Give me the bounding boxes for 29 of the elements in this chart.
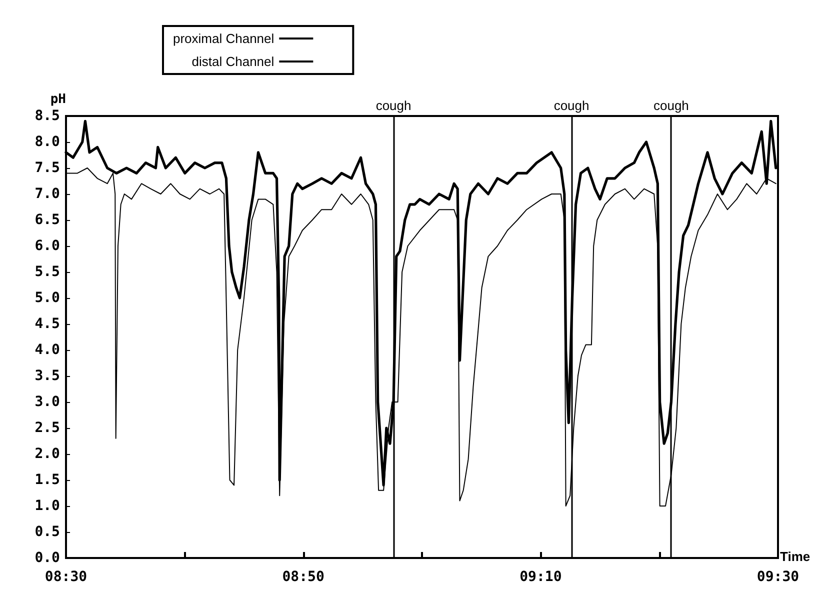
ref-line-label: cough	[554, 98, 590, 113]
y-tick-label: 1.5	[34, 472, 60, 488]
ref-line-label: cough	[653, 98, 689, 113]
x-tick-label: 09:10	[520, 569, 562, 585]
y-tick-label: 2.5	[34, 420, 60, 436]
y-tick-label: 2.0	[34, 446, 60, 462]
y-tick-label: 7.5	[34, 160, 60, 176]
x-axis-title: Time	[780, 549, 810, 564]
y-tick-label: 3.0	[34, 394, 60, 410]
y-tick-label: 7.0	[34, 186, 60, 202]
y-tick-label: 5.5	[34, 264, 60, 280]
y-tick-label: 0.0	[34, 550, 60, 566]
x-tick-label: 08:30	[44, 569, 88, 585]
y-tick-label: 6.5	[34, 212, 60, 228]
legend-label: distal Channel	[192, 54, 274, 69]
y-tick-label: 6.0	[34, 238, 60, 254]
y-tick-label: 8.5	[34, 108, 60, 124]
x-tick-label: 08:50	[282, 569, 324, 585]
y-tick-label: 0.5	[34, 524, 60, 540]
y-tick-label: 4.0	[34, 342, 60, 358]
ref-line-label: cough	[376, 98, 412, 113]
y-tick-label: 5.0	[34, 290, 60, 306]
y-tick-label: 4.5	[34, 316, 60, 332]
y-tick-label: 8.0	[34, 134, 60, 150]
y-tick-label: 1.0	[34, 498, 60, 514]
y-tick-label: 3.5	[34, 368, 60, 384]
legend-label: proximal Channel	[172, 31, 274, 46]
x-tick-label: 09:30	[756, 569, 800, 585]
y-axis-title: pH	[50, 92, 66, 107]
